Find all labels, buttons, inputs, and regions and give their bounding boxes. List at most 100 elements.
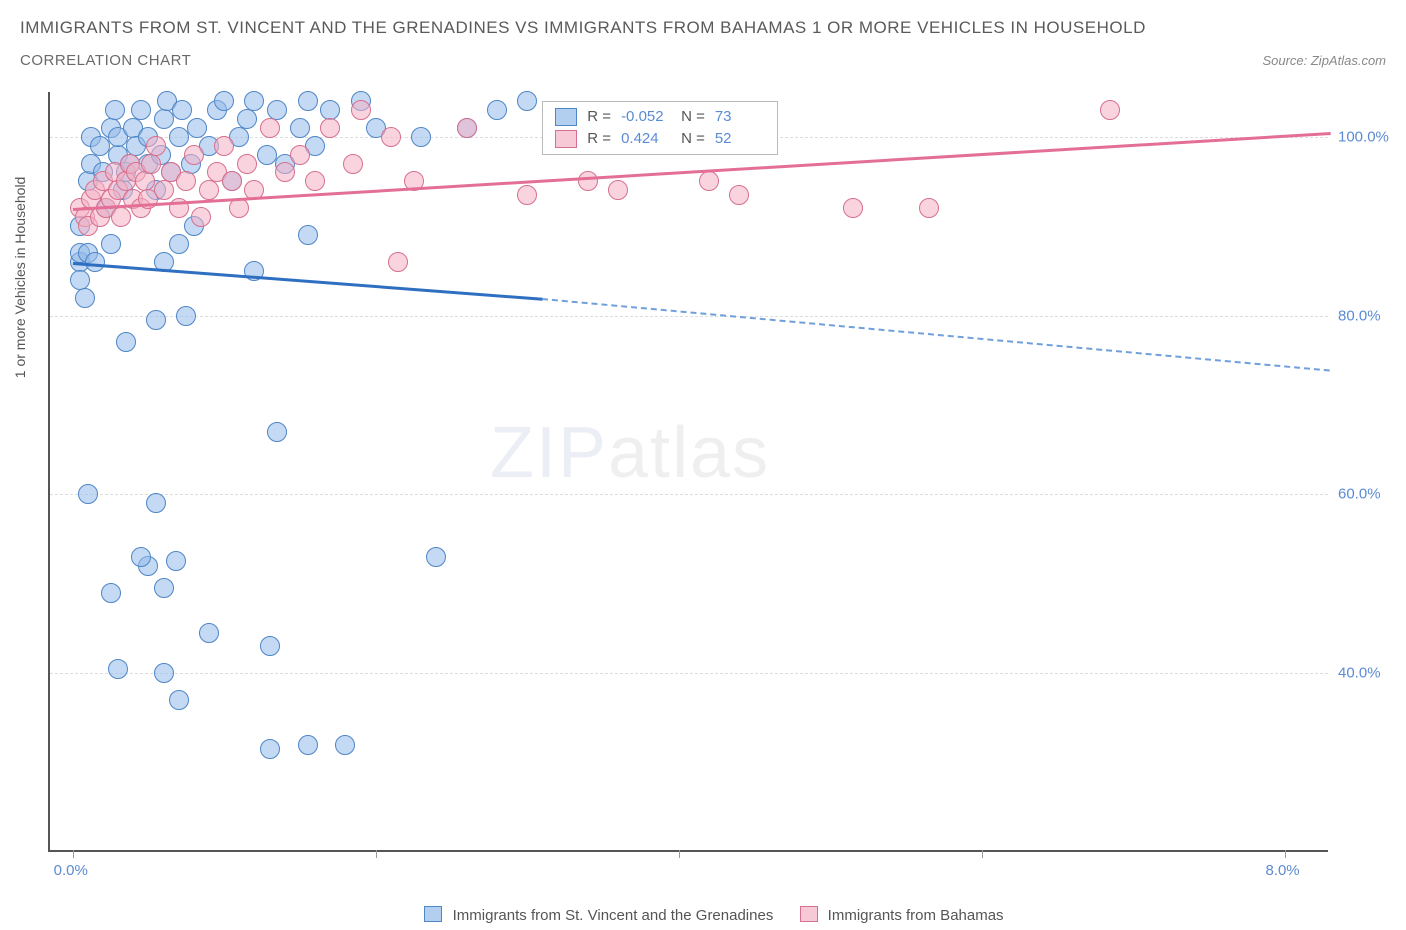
scatter-point-pink [699, 171, 719, 191]
scatter-point-blue [108, 659, 128, 679]
scatter-point-blue [146, 493, 166, 513]
scatter-point-blue [176, 306, 196, 326]
scatter-point-pink [199, 180, 219, 200]
y-axis-title: 1 or more Vehicles in Household [12, 177, 28, 379]
scatter-point-blue [487, 100, 507, 120]
scatter-point-blue [169, 234, 189, 254]
scatter-point-blue [75, 288, 95, 308]
scatter-point-blue [105, 100, 125, 120]
scatter-point-pink [388, 252, 408, 272]
stats-legend-row: R =-0.052N =73 [543, 106, 777, 128]
scatter-point-pink [320, 118, 340, 138]
x-tick-mark [376, 850, 377, 858]
scatter-point-pink [381, 127, 401, 147]
scatter-point-pink [222, 171, 242, 191]
scatter-point-pink [214, 136, 234, 156]
scatter-point-blue [85, 252, 105, 272]
scatter-point-blue [298, 735, 318, 755]
scatter-point-blue [267, 422, 287, 442]
scatter-point-pink [351, 100, 371, 120]
scatter-point-pink [517, 185, 537, 205]
scatter-point-pink [146, 136, 166, 156]
scatter-point-pink [305, 171, 325, 191]
stats-n-label: N = [681, 108, 705, 125]
scatter-point-pink [237, 154, 257, 174]
scatter-point-pink [578, 171, 598, 191]
stats-swatch-blue [555, 108, 577, 126]
scatter-point-pink [176, 171, 196, 191]
scatter-point-blue [154, 109, 174, 129]
scatter-point-pink [141, 154, 161, 174]
legend-label-pink: Immigrants from Bahamas [828, 907, 1004, 924]
legend-swatch-pink [800, 906, 818, 922]
y-tick-label: 40.0% [1338, 665, 1381, 682]
watermark: ZIPatlas [490, 412, 770, 494]
chart-subtitle: CORRELATION CHART [20, 52, 191, 69]
scatter-point-pink [184, 145, 204, 165]
chart-title: IMMIGRANTS FROM ST. VINCENT AND THE GREN… [20, 18, 1386, 38]
scatter-point-blue [298, 91, 318, 111]
stats-n-value: 73 [715, 108, 765, 125]
stats-swatch-pink [555, 130, 577, 148]
scatter-point-blue [237, 109, 257, 129]
stats-n-value: 52 [715, 130, 765, 147]
scatter-point-blue [517, 91, 537, 111]
scatter-point-pink [290, 145, 310, 165]
scatter-point-pink [919, 198, 939, 218]
stats-r-label: R = [587, 130, 611, 147]
trendline-blue [73, 262, 543, 301]
trendline-blue-extrapolated [542, 298, 1330, 372]
stats-r-value: 0.424 [621, 130, 671, 147]
x-tick-mark [982, 850, 983, 858]
x-tick-mark [73, 850, 74, 858]
scatter-point-blue [70, 270, 90, 290]
scatter-point-blue [187, 118, 207, 138]
scatter-point-blue [257, 145, 277, 165]
scatter-point-blue [214, 91, 234, 111]
stats-r-value: -0.052 [621, 108, 671, 125]
scatter-point-blue [260, 636, 280, 656]
scatter-point-pink [260, 118, 280, 138]
scatter-point-pink [154, 180, 174, 200]
y-tick-label: 80.0% [1338, 307, 1381, 324]
scatter-point-blue [101, 583, 121, 603]
scatter-point-blue [172, 100, 192, 120]
scatter-point-pink [608, 180, 628, 200]
gridline-h [50, 673, 1328, 674]
scatter-point-blue [199, 623, 219, 643]
scatter-point-blue [169, 127, 189, 147]
scatter-point-pink [275, 162, 295, 182]
scatter-point-pink [191, 207, 211, 227]
scatter-point-pink [135, 171, 155, 191]
x-tick-mark [679, 850, 680, 858]
chart-area: 1 or more Vehicles in Household ZIPatlas… [48, 92, 1388, 852]
x-tick-mark [1285, 850, 1286, 858]
scatter-point-blue [335, 735, 355, 755]
legend-swatch-blue [424, 906, 442, 922]
scatter-point-blue [426, 547, 446, 567]
scatter-point-pink [457, 118, 477, 138]
y-tick-label: 60.0% [1338, 486, 1381, 503]
scatter-point-blue [290, 118, 310, 138]
stats-n-label: N = [681, 130, 705, 147]
gridline-h [50, 316, 1328, 317]
legend-label-blue: Immigrants from St. Vincent and the Gren… [453, 907, 774, 924]
x-tick-label: 8.0% [1265, 862, 1299, 879]
source-label: Source: ZipAtlas.com [1262, 53, 1386, 68]
scatter-point-blue [90, 136, 110, 156]
scatter-point-blue [131, 547, 151, 567]
stats-legend: R =-0.052N =73R =0.424N =52 [542, 101, 778, 155]
scatter-point-blue [154, 663, 174, 683]
scatter-point-blue [166, 551, 186, 571]
gridline-h [50, 494, 1328, 495]
scatter-point-blue [411, 127, 431, 147]
scatter-point-pink [729, 185, 749, 205]
scatter-point-pink [343, 154, 363, 174]
scatter-point-blue [154, 578, 174, 598]
bottom-legend: Immigrants from St. Vincent and the Gren… [0, 906, 1406, 924]
scatter-point-blue [131, 100, 151, 120]
scatter-point-blue [78, 484, 98, 504]
scatter-point-blue [244, 91, 264, 111]
scatter-point-blue [169, 690, 189, 710]
x-tick-label: 0.0% [54, 862, 88, 879]
